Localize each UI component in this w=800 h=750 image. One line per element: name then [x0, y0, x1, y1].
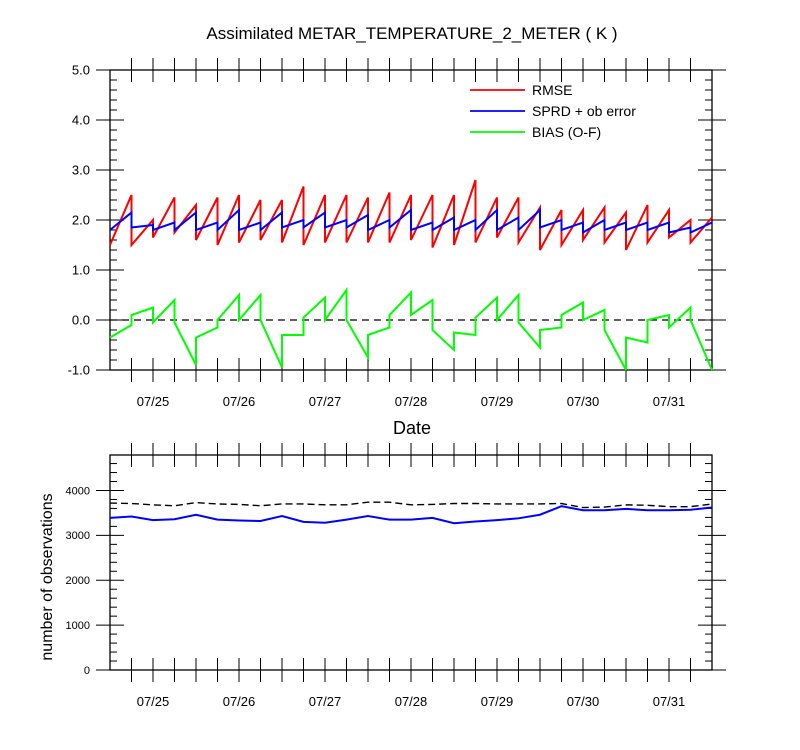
x-tick-label: 07/31 [653, 694, 686, 709]
series-line-observations-assimilated [109, 505, 713, 525]
x-axis-label: Date [393, 418, 431, 438]
x-tick-label: 07/28 [395, 694, 428, 709]
y-tick-label: 2.0 [72, 213, 90, 228]
y-tick-label: 1.0 [72, 263, 90, 278]
y-tick-label: 4000 [66, 485, 90, 497]
x-tick-label: 07/29 [481, 694, 514, 709]
y-tick-label: 1000 [66, 620, 90, 632]
bottom-panel: 0 1000 2000 3000 4000 07/25 07/26 07/27 07/28 07/… [66, 443, 726, 709]
legend-label: BIAS (O-F) [532, 124, 601, 140]
plot-frame [109, 454, 713, 671]
x-tick-label: 07/30 [567, 694, 600, 709]
legend: RMSE SPRD + ob error BIAS (O-F) [470, 82, 636, 140]
y-tick-label: 5.0 [72, 63, 90, 78]
y-tick-label: 2000 [66, 575, 90, 587]
x-tick-label: 07/27 [309, 694, 342, 709]
y-tick-label: -1.0 [68, 363, 90, 378]
chart-title: Assimilated METAR_TEMPERATURE_2_METER ( … [206, 24, 617, 43]
legend-label: SPRD + ob error [532, 103, 636, 119]
y-tick-label: 0.0 [72, 313, 90, 328]
y-axis-label-observations: number of observations [39, 493, 56, 660]
y-tick-label: 3000 [66, 530, 90, 542]
x-tick-label: 07/26 [223, 394, 256, 409]
y-tick-label: 0 [84, 665, 90, 677]
x-tick-label: 07/25 [137, 394, 170, 409]
series-line-bias-o-f [109, 286, 713, 371]
series-line-observations-possible [109, 501, 713, 509]
x-tick-label: 07/29 [481, 394, 514, 409]
x-tick-label: 07/26 [223, 694, 256, 709]
x-tick-label: 07/30 [567, 394, 600, 409]
series-line-sprd-ob-error [109, 207, 713, 235]
x-tick-label: 07/28 [395, 394, 428, 409]
y-tick-label: 4.0 [72, 113, 90, 128]
x-tick-label: 07/27 [309, 394, 342, 409]
top-panel: -1.0 0.0 1.0 2.0 3.0 4.0 5.0 07/25 07/26 07/27 07/… [68, 58, 726, 409]
x-tick-label: 07/25 [137, 694, 170, 709]
legend-label: RMSE [532, 82, 572, 98]
y-tick-label: 3.0 [72, 163, 90, 178]
x-tick-label: 07/31 [653, 394, 686, 409]
